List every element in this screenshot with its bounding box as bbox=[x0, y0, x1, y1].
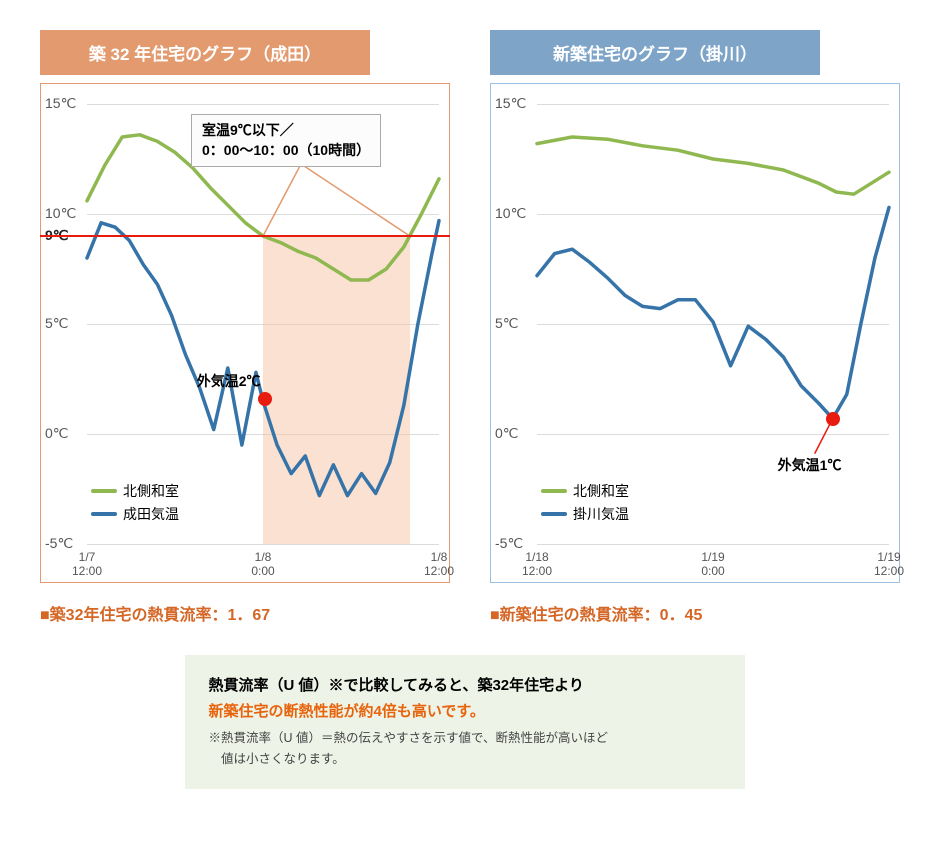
legend-item: 掛川気温 bbox=[541, 504, 629, 524]
legend: 北側和室成田気温 bbox=[91, 481, 179, 527]
charts-row: 築 32 年住宅のグラフ（成田） 9℃ -5℃0℃5℃10℃15℃1/7 12:… bbox=[40, 30, 889, 625]
nine-degree-redline bbox=[40, 235, 450, 237]
cold-period-callout: 室温9℃以下／0：00～10：00（10時間） bbox=[191, 114, 381, 167]
min-temp-dot bbox=[826, 412, 840, 426]
left-caption: ■築32年住宅の熱貫流率：1．67 bbox=[40, 601, 450, 625]
left-title-badge: 築 32 年住宅のグラフ（成田） bbox=[40, 30, 370, 75]
right-caption: ■新築住宅の熱貫流率：0．45 bbox=[490, 601, 900, 625]
summary-line1: 熱貫流率（U 値）※で比較してみると、築32年住宅より bbox=[209, 673, 721, 699]
left-col: 築 32 年住宅のグラフ（成田） 9℃ -5℃0℃5℃10℃15℃1/7 12:… bbox=[40, 30, 450, 625]
legend: 北側和室掛川気温 bbox=[541, 481, 629, 527]
legend-item: 北側和室 bbox=[91, 481, 179, 501]
legend-item: 北側和室 bbox=[541, 481, 629, 501]
right-col: 新築住宅のグラフ（掛川） -5℃0℃5℃10℃15℃1/18 12:001/19… bbox=[490, 30, 900, 625]
left-chart: 9℃ -5℃0℃5℃10℃15℃1/7 12:001/8 0:001/8 12:… bbox=[40, 83, 450, 583]
min-temp-dot bbox=[258, 392, 272, 406]
summary-line2: 新築住宅の断熱性能が約4倍も高いです。 bbox=[209, 699, 721, 725]
summary-note: ※熱貫流率（U 値）＝熱の伝えやすさを示す値で、断熱性能が高いほど 値は小さくな… bbox=[209, 728, 721, 771]
min-temp-label: 外気温1℃ bbox=[778, 455, 842, 475]
legend-item: 成田気温 bbox=[91, 504, 179, 524]
min-temp-label: 外気温2℃ bbox=[197, 371, 261, 391]
right-chart: -5℃0℃5℃10℃15℃1/18 12:001/19 0:001/19 12:… bbox=[490, 83, 900, 583]
right-title-badge: 新築住宅のグラフ（掛川） bbox=[490, 30, 820, 75]
summary-box: 熱貫流率（U 値）※で比較してみると、築32年住宅より 新築住宅の断熱性能が約4… bbox=[185, 655, 745, 789]
